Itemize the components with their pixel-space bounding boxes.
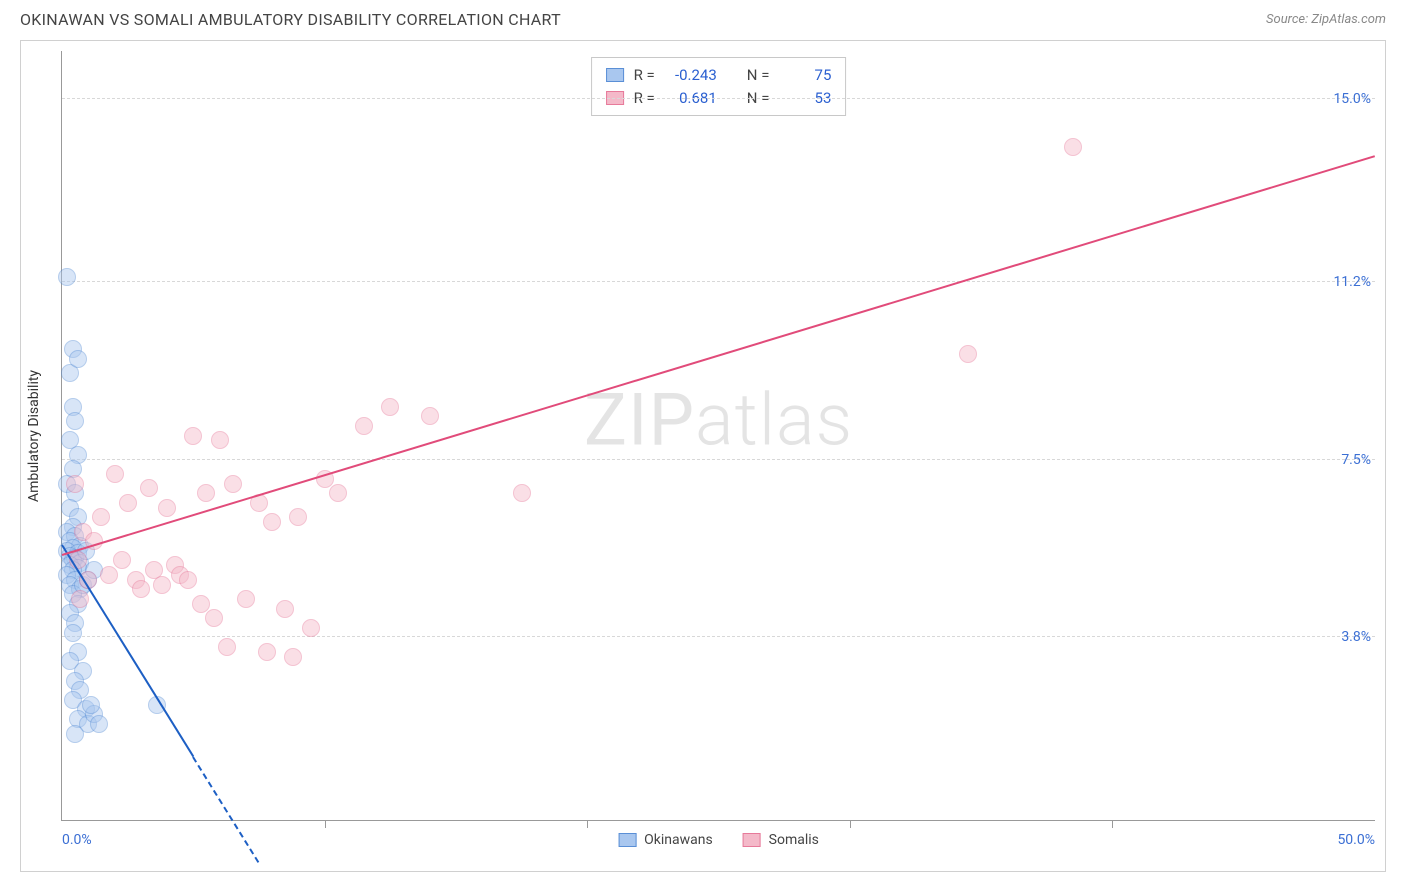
data-point-somalis: [132, 580, 150, 598]
source-attribution: Source: ZipAtlas.com: [1266, 12, 1386, 27]
data-point-okinawans: [66, 725, 84, 743]
data-point-somalis: [100, 566, 118, 584]
data-point-somalis: [513, 484, 531, 502]
trend-line: [192, 756, 259, 863]
grid-line: [62, 281, 1375, 282]
data-point-somalis: [197, 484, 215, 502]
data-point-somalis: [289, 508, 307, 526]
stats-row-okinawans: R = -0.243 N = 75: [606, 64, 832, 87]
x-range-label: 0.0%: [62, 832, 92, 848]
plot-area: Ambulatory Disability ZIPatlas R =-0.243…: [61, 51, 1375, 821]
legend-swatch: [606, 68, 624, 82]
n-label: N =: [747, 64, 770, 87]
data-point-somalis: [237, 590, 255, 608]
x-tick: [325, 820, 326, 828]
y-tick-label: 7.5%: [1341, 452, 1371, 468]
data-point-okinawans: [64, 624, 82, 642]
legend-item-okinawans: Okinawans: [618, 832, 713, 848]
x-tick: [587, 820, 588, 828]
r-value: -0.243: [665, 64, 717, 87]
data-point-somalis: [284, 648, 302, 666]
data-point-okinawans: [69, 350, 87, 368]
data-point-somalis: [355, 417, 373, 435]
data-point-somalis: [258, 643, 276, 661]
legend-swatch: [743, 833, 761, 847]
data-point-okinawans: [66, 412, 84, 430]
data-point-somalis: [381, 398, 399, 416]
legend-label: Okinawans: [644, 832, 713, 848]
chart-title: OKINAWAN VS SOMALI AMBULATORY DISABILITY…: [20, 10, 561, 29]
grid-line: [62, 636, 1375, 637]
data-point-somalis: [959, 345, 977, 363]
data-point-somalis: [179, 571, 197, 589]
grid-line: [62, 98, 1375, 99]
data-point-somalis: [218, 638, 236, 656]
n-value: 75: [779, 64, 831, 87]
legend-item-somalis: Somalis: [743, 832, 819, 848]
data-point-somalis: [66, 475, 84, 493]
data-point-somalis: [211, 431, 229, 449]
data-point-somalis: [71, 590, 89, 608]
data-point-somalis: [119, 494, 137, 512]
data-point-okinawans: [58, 268, 76, 286]
data-point-somalis: [224, 475, 242, 493]
data-point-somalis: [329, 484, 347, 502]
series-legend: Okinawans Somalis: [618, 832, 819, 848]
watermark: ZIPatlas: [584, 378, 853, 463]
y-tick-label: 11.2%: [1333, 274, 1371, 290]
data-point-somalis: [153, 576, 171, 594]
y-tick-label: 15.0%: [1333, 91, 1371, 107]
r-label: R =: [634, 64, 655, 87]
data-point-okinawans: [90, 715, 108, 733]
x-range-label: 50.0%: [1337, 832, 1375, 848]
data-point-somalis: [92, 508, 110, 526]
data-point-somalis: [421, 407, 439, 425]
data-point-somalis: [140, 479, 158, 497]
y-axis-title: Ambulatory Disability: [26, 369, 42, 501]
data-point-somalis: [158, 499, 176, 517]
legend-swatch: [618, 833, 636, 847]
y-tick-label: 3.8%: [1341, 629, 1371, 645]
data-point-somalis: [192, 595, 210, 613]
data-point-somalis: [263, 513, 281, 531]
data-point-somalis: [276, 600, 294, 618]
data-point-somalis: [113, 551, 131, 569]
data-point-somalis: [184, 427, 202, 445]
data-point-somalis: [205, 609, 223, 627]
x-tick: [1112, 820, 1113, 828]
grid-line: [62, 459, 1375, 460]
correlation-stats-box: R =-0.243N =75R =0.681N =53: [591, 57, 847, 116]
trend-line: [62, 155, 1376, 556]
data-point-somalis: [302, 619, 320, 637]
data-point-somalis: [1064, 138, 1082, 156]
legend-label: Somalis: [769, 832, 819, 848]
x-tick: [850, 820, 851, 828]
chart-container: Ambulatory Disability ZIPatlas R = -0.243…: [20, 40, 1386, 872]
data-point-somalis: [106, 465, 124, 483]
data-point-okinawans: [82, 696, 100, 714]
